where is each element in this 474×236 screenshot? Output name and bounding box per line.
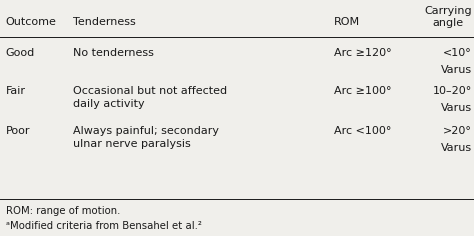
Text: Occasional but not affected
daily activity: Occasional but not affected daily activi… <box>73 86 228 109</box>
Text: Varus: Varus <box>440 143 472 153</box>
Text: Poor: Poor <box>6 126 30 136</box>
Text: ᵃModified criteria from Bensahel et al.²: ᵃModified criteria from Bensahel et al.² <box>6 221 201 231</box>
Text: ROM: range of motion.: ROM: range of motion. <box>6 206 120 216</box>
Text: Good: Good <box>6 48 35 58</box>
Text: Varus: Varus <box>440 103 472 113</box>
Text: Outcome: Outcome <box>6 17 56 26</box>
Text: Arc <100°: Arc <100° <box>334 126 392 136</box>
Text: No tenderness: No tenderness <box>73 48 155 58</box>
Text: Tenderness: Tenderness <box>73 17 136 26</box>
Text: Arc ≥120°: Arc ≥120° <box>334 48 392 58</box>
Text: 10–20°: 10–20° <box>432 86 472 96</box>
Text: >20°: >20° <box>443 126 472 136</box>
Text: Carrying
angle: Carrying angle <box>424 6 472 28</box>
Text: Varus: Varus <box>440 65 472 75</box>
Text: Arc ≥100°: Arc ≥100° <box>334 86 392 96</box>
Text: Fair: Fair <box>6 86 26 96</box>
Text: ROM: ROM <box>334 17 360 26</box>
Text: Always painful; secondary
ulnar nerve paralysis: Always painful; secondary ulnar nerve pa… <box>73 126 219 149</box>
Text: <10°: <10° <box>443 48 472 58</box>
